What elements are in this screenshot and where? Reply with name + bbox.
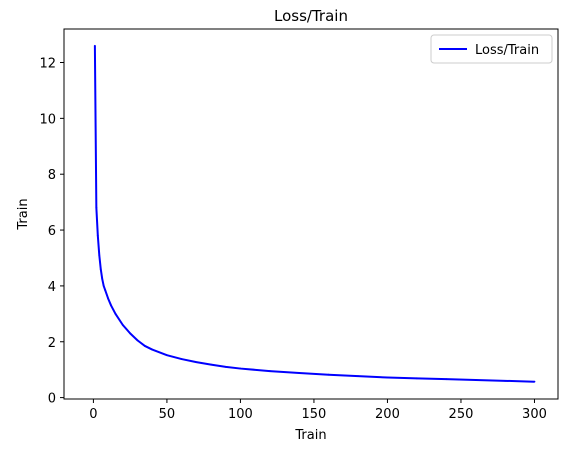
data-point — [195, 361, 198, 364]
data-point — [504, 379, 506, 382]
data-point — [386, 376, 389, 379]
data-point — [224, 365, 227, 368]
data-point — [136, 339, 139, 342]
y-tick-label: 10 — [39, 112, 56, 127]
data-point — [143, 345, 146, 347]
data-point — [210, 363, 212, 366]
data-point — [151, 348, 154, 351]
legend: Loss/Train — [430, 34, 553, 64]
y-axis-label: Train — [16, 198, 31, 230]
data-point — [102, 285, 105, 287]
data-point — [95, 206, 98, 209]
data-point — [415, 377, 418, 380]
data-point — [166, 354, 168, 357]
y-tick-label: 6 — [48, 224, 56, 239]
data-point — [327, 373, 330, 376]
data-point — [107, 297, 110, 300]
series-layer — [93, 44, 536, 383]
data-point — [93, 44, 96, 47]
data-point — [98, 254, 101, 257]
data-point — [298, 372, 301, 374]
data-point — [533, 380, 536, 383]
y-tick-label: 4 — [48, 280, 56, 295]
y-tick-label: 0 — [48, 392, 56, 407]
y-tick-label: 12 — [39, 57, 56, 72]
legend-box — [430, 34, 553, 64]
data-point — [180, 358, 183, 360]
data-point — [239, 367, 242, 370]
data-point — [110, 304, 112, 307]
x-tick-label: 50 — [159, 407, 176, 422]
x-axis-ticks: 0 50 100 150 200 250 300 — [89, 399, 547, 422]
chart-title: Loss/Train — [274, 7, 348, 25]
data-point — [121, 324, 124, 326]
data-point — [357, 375, 359, 378]
plot-frame — [63, 28, 559, 400]
legend-label: Loss/Train — [475, 43, 539, 58]
data-point — [101, 278, 104, 280]
x-tick-label: 250 — [449, 407, 474, 422]
data-point — [129, 332, 132, 335]
x-tick-label: 0 — [89, 407, 97, 422]
y-tick-label: 2 — [48, 336, 56, 351]
data-point — [445, 378, 448, 381]
x-tick-label: 150 — [302, 407, 327, 422]
data-point — [268, 370, 271, 372]
data-point — [99, 268, 102, 271]
x-tick-label: 100 — [228, 407, 253, 422]
x-tick-label: 200 — [375, 407, 400, 422]
plot-area — [63, 28, 559, 400]
x-axis-label: Train — [294, 428, 326, 443]
data-point — [96, 234, 99, 237]
data-point — [104, 289, 107, 291]
y-axis-ticks: 0 2 4 6 8 10 12 — [39, 57, 64, 407]
series-line — [93, 45, 535, 383]
y-tick-label: 8 — [48, 168, 56, 183]
data-point — [474, 379, 477, 381]
x-tick-label: 300 — [522, 407, 547, 422]
data-point — [114, 312, 117, 315]
